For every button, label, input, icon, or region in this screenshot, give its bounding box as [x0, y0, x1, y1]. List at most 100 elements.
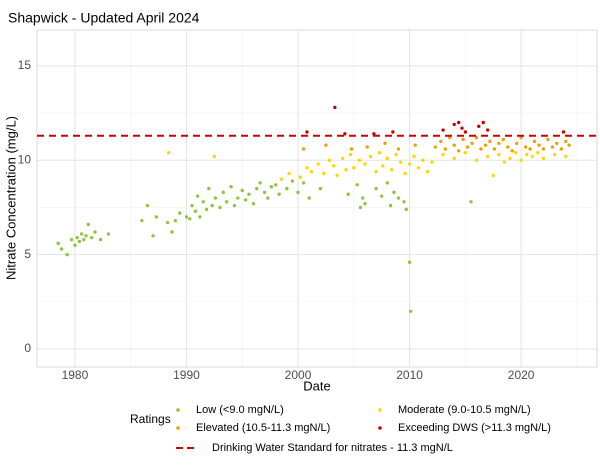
point	[564, 139, 568, 144]
point	[416, 166, 421, 170]
point	[218, 205, 222, 210]
point	[269, 185, 273, 189]
y-axis-label: Nitrate Concentration (mg/L)	[3, 116, 18, 280]
point	[491, 173, 495, 178]
point	[377, 151, 382, 155]
point	[430, 160, 434, 164]
plot-border	[36, 29, 598, 368]
point	[240, 188, 244, 193]
point	[368, 154, 373, 159]
point	[198, 215, 202, 219]
point	[318, 186, 323, 191]
point	[140, 218, 144, 223]
point	[374, 186, 378, 191]
point	[485, 128, 490, 132]
point	[213, 196, 218, 200]
point	[86, 222, 91, 227]
point	[392, 190, 396, 195]
point	[483, 143, 488, 147]
point	[541, 156, 546, 161]
point	[550, 145, 555, 149]
point	[519, 158, 523, 162]
point	[301, 147, 306, 151]
point	[277, 192, 281, 196]
point	[391, 130, 395, 134]
point	[266, 196, 270, 200]
point	[502, 160, 507, 164]
point	[184, 215, 189, 219]
point	[193, 209, 198, 213]
point	[348, 152, 353, 157]
point	[98, 237, 103, 242]
point	[510, 149, 514, 153]
point	[497, 141, 501, 145]
point	[346, 192, 350, 196]
point	[201, 200, 205, 204]
point	[316, 162, 320, 166]
point	[441, 128, 445, 132]
point	[333, 105, 337, 110]
legend-label: Elevated (10.5-11.3 mgN/L)	[196, 422, 330, 434]
point	[452, 122, 456, 127]
legend-key	[176, 426, 180, 430]
legend-label: Exceeding DWS (>11.3 mgN/L)	[398, 422, 551, 434]
point	[170, 230, 174, 234]
point	[372, 132, 376, 136]
point	[485, 154, 490, 159]
x-tick-label: 2020	[508, 368, 535, 382]
point	[361, 196, 365, 200]
y-tick-label: 0	[24, 341, 31, 355]
legend-label: Low (<9.0 mgN/L)	[196, 404, 284, 416]
point	[561, 130, 566, 134]
point	[481, 120, 485, 125]
point	[461, 137, 465, 142]
point	[525, 152, 529, 157]
chart-title: Shapwick - Updated April 2024	[8, 10, 200, 26]
point	[409, 309, 413, 314]
point	[385, 181, 389, 185]
point	[89, 235, 94, 240]
point	[255, 186, 259, 191]
point	[352, 166, 356, 170]
point	[441, 152, 445, 157]
point	[173, 218, 178, 223]
x-tick-label: 1990	[173, 368, 200, 382]
point	[394, 152, 398, 157]
point	[508, 156, 512, 161]
point	[383, 141, 387, 145]
point	[523, 145, 528, 149]
point	[402, 200, 406, 204]
point	[519, 135, 523, 140]
point	[463, 151, 468, 155]
y-tick-label: 10	[18, 152, 32, 166]
point	[305, 166, 309, 170]
point	[452, 156, 456, 161]
point	[290, 179, 295, 183]
point	[298, 175, 302, 179]
point	[145, 203, 150, 208]
point	[398, 160, 403, 164]
point	[469, 200, 473, 204]
legend-key	[378, 408, 382, 412]
legend-label: Drinking Water Standard for nitrates - 1…	[212, 442, 453, 454]
point	[404, 207, 408, 212]
point	[274, 183, 278, 187]
point	[536, 151, 540, 155]
point	[69, 237, 74, 242]
point	[204, 207, 209, 212]
point	[463, 130, 468, 134]
point	[285, 186, 289, 191]
point	[439, 139, 443, 144]
point	[166, 151, 171, 155]
point	[506, 145, 510, 149]
point	[363, 162, 367, 166]
y-tick-label: 15	[18, 58, 32, 72]
point	[335, 173, 339, 178]
legend-title: Ratings	[130, 412, 171, 426]
point	[474, 135, 479, 140]
point	[247, 192, 251, 196]
point	[452, 143, 456, 147]
point	[224, 200, 229, 204]
point	[340, 156, 345, 161]
point	[65, 252, 69, 257]
